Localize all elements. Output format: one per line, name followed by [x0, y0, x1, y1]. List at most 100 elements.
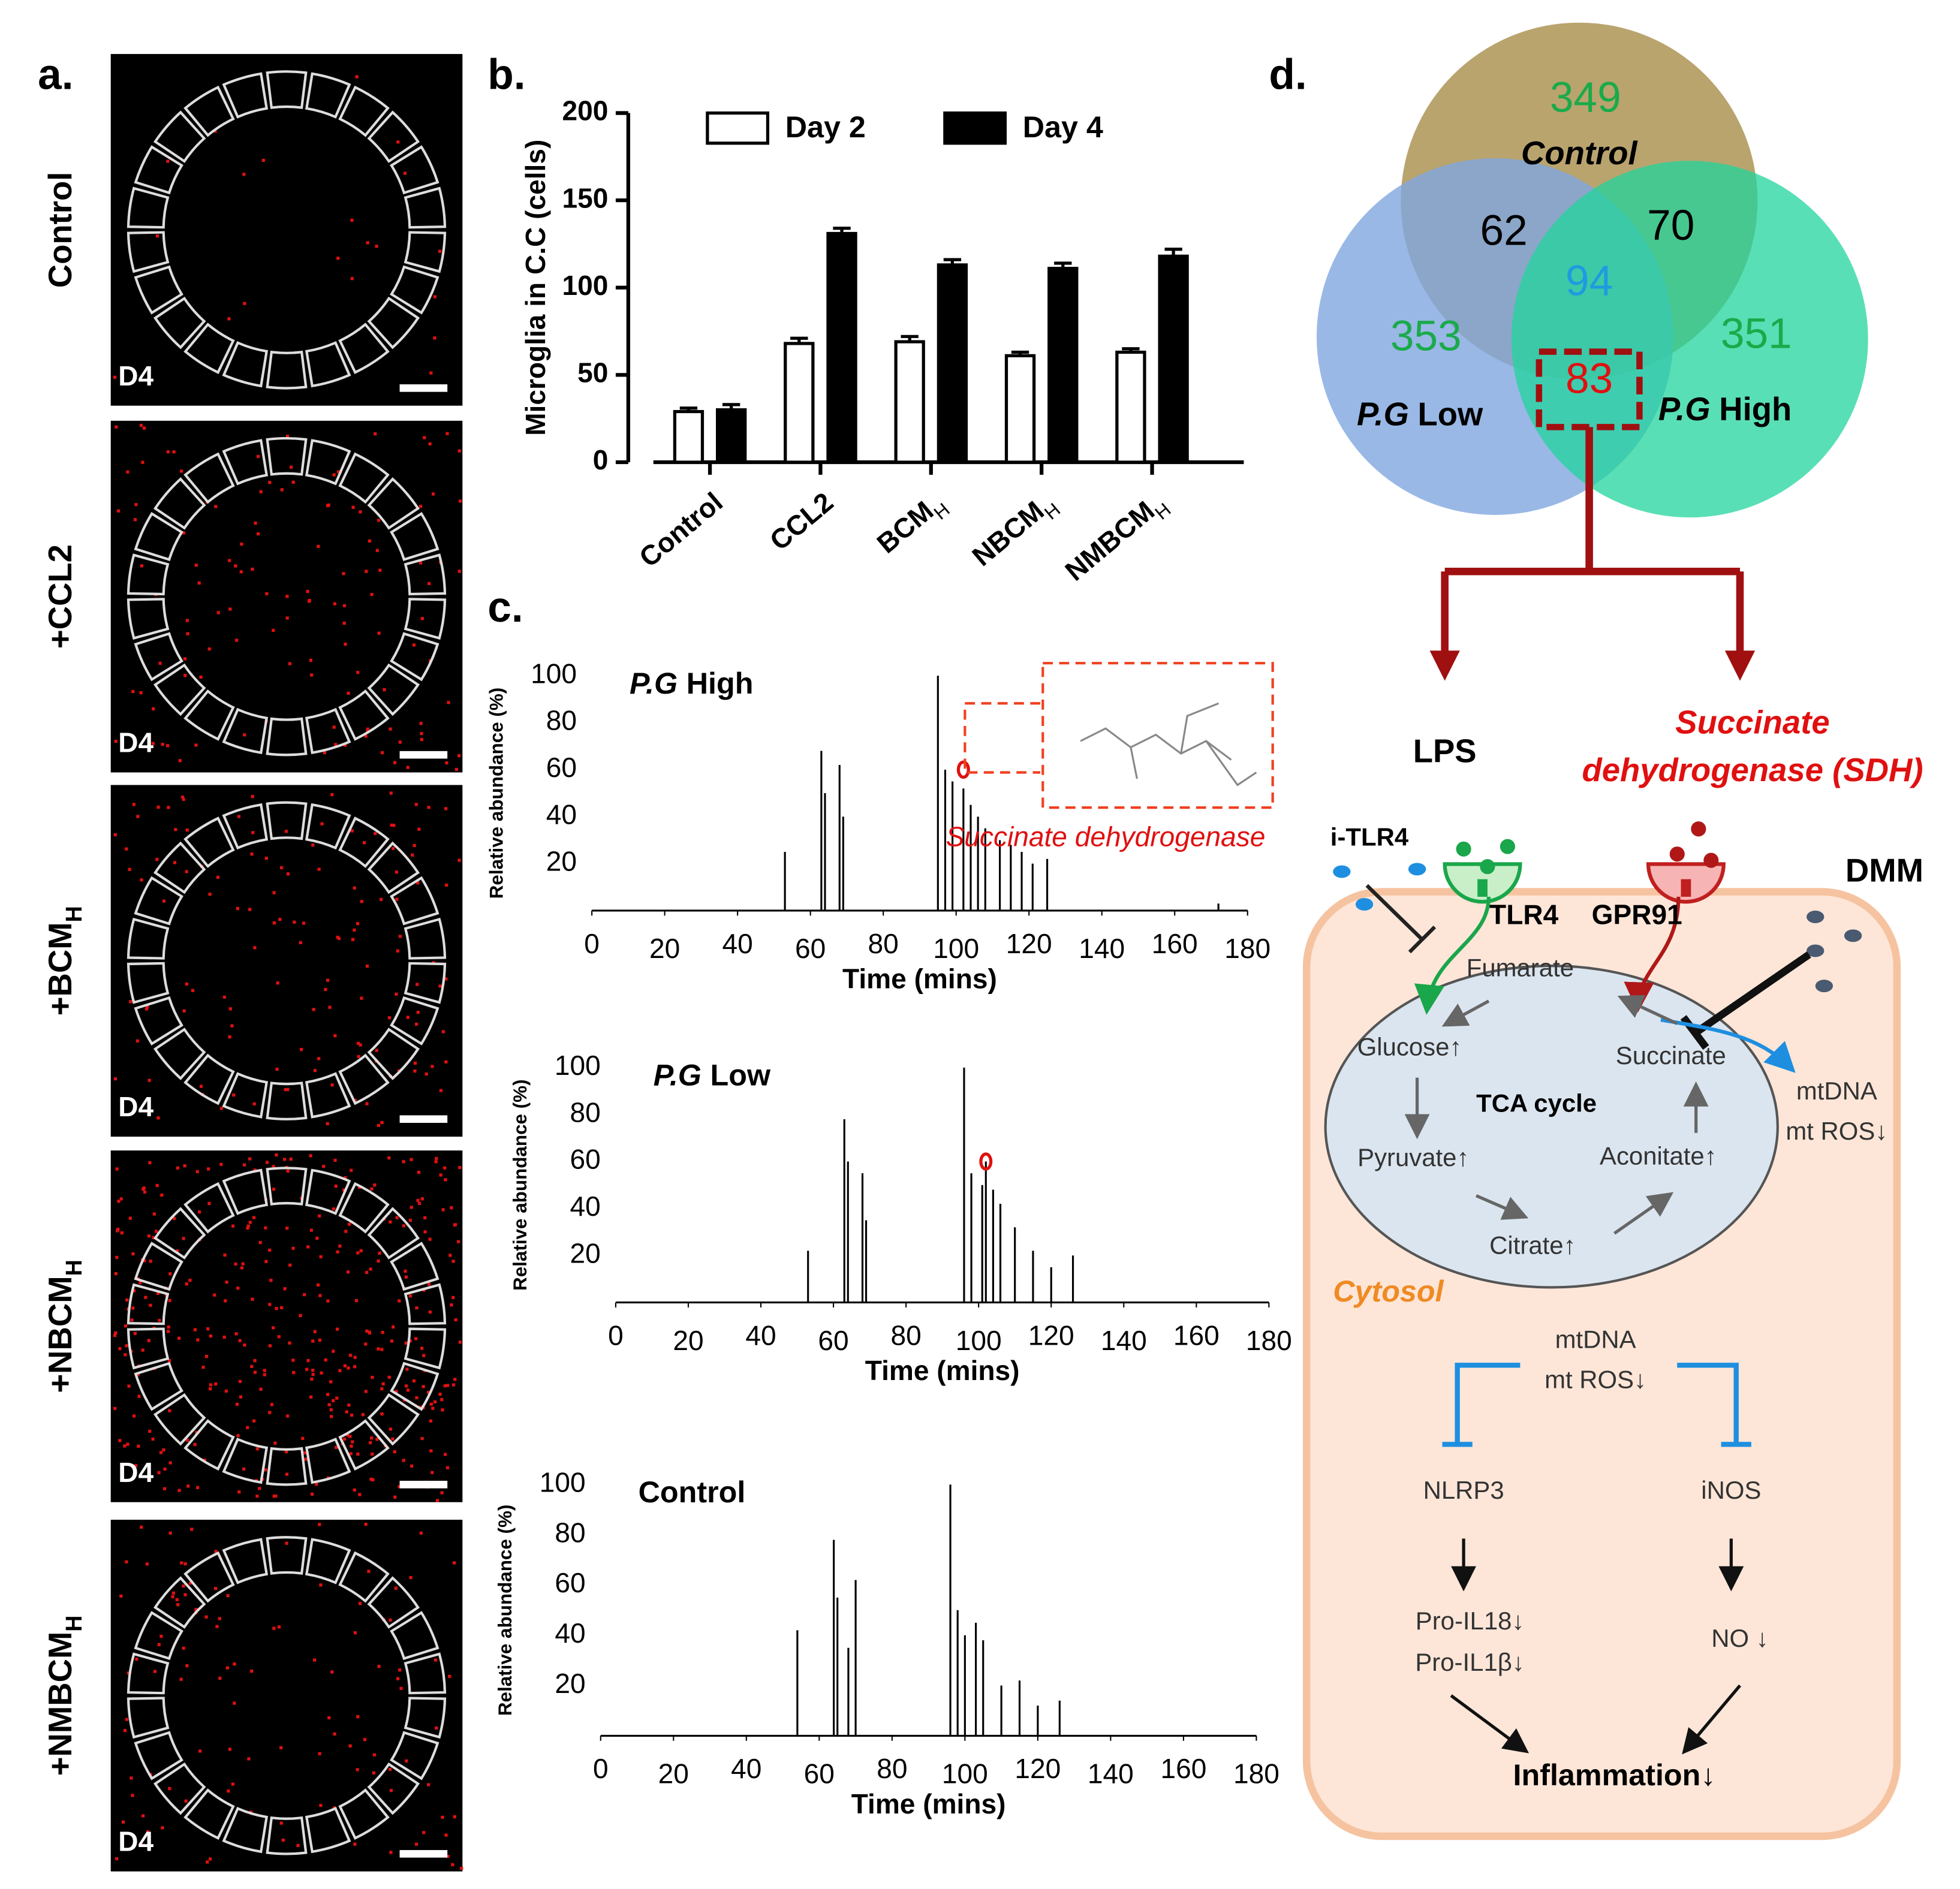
x-tick-label: 180	[1224, 933, 1270, 964]
label: Citrate↑	[1489, 1231, 1576, 1259]
peak-marker	[956, 760, 970, 779]
x-tick-label: 80	[890, 1319, 921, 1351]
y-axis-label: Relative abundance (%)	[510, 1079, 531, 1291]
venn-count: 70	[1647, 202, 1694, 249]
bar	[1004, 354, 1036, 464]
tca-arrows	[1404, 995, 1709, 1235]
bar	[937, 263, 968, 464]
x-tick-label: 40	[731, 1753, 761, 1784]
x-axis-label: Time (mins)	[842, 963, 997, 994]
scale-bar	[399, 751, 448, 759]
y-tick-label: 40	[555, 1617, 585, 1649]
x-tick-label: 20	[649, 933, 680, 964]
venn-label: P.G Low	[1357, 396, 1483, 433]
venn-count: 94	[1565, 257, 1613, 305]
y-tick-label: 80	[570, 1096, 601, 1128]
label: LPS	[1413, 733, 1477, 769]
y-tick-label: 20	[546, 846, 577, 877]
arrowhead	[1429, 650, 1756, 681]
x-tick-label: CCL2	[764, 486, 839, 556]
x-tick-label: 140	[1101, 1325, 1147, 1356]
label: mt ROS↓	[1544, 1366, 1646, 1394]
y-tick-label: 100	[562, 270, 608, 301]
y-tick-label: 80	[546, 705, 577, 736]
row-label: +CCL2	[42, 544, 79, 649]
chart-title: Control	[639, 1475, 746, 1509]
y-tick-label: 60	[546, 752, 577, 783]
x-tick-label: 20	[673, 1325, 703, 1356]
ligand	[1703, 852, 1719, 868]
y-tick-label: 50	[577, 357, 608, 388]
x-tick-label: 80	[868, 928, 899, 959]
bar	[673, 409, 704, 464]
x-tick-label: 40	[745, 1319, 776, 1351]
label: TLR4	[1489, 899, 1559, 930]
image-tag: D4	[118, 727, 153, 758]
legend-label: Day 2	[785, 110, 866, 144]
legend-label: Day 4	[1023, 110, 1103, 144]
x-tick-label: 140	[1079, 933, 1125, 964]
y-axis-label: Relative abundance (%)	[486, 688, 507, 899]
image-tag: D4	[118, 360, 153, 391]
micrograph	[110, 1520, 463, 1872]
micrograph	[110, 1150, 463, 1502]
label: Glucose↑	[1357, 1032, 1462, 1061]
x-tick-label: Control	[633, 486, 728, 573]
label: Fumarate	[1467, 953, 1574, 981]
x-tick-label: 120	[1006, 928, 1052, 959]
label: NO ↓	[1711, 1624, 1768, 1652]
receptor	[1477, 879, 1488, 897]
x-axis-label: Time (mins)	[865, 1355, 1020, 1386]
venn-label: P.G High	[1658, 391, 1792, 428]
label: Pyruvate↑	[1357, 1143, 1469, 1171]
micrograph	[110, 54, 463, 406]
venn-count: 351	[1721, 310, 1792, 357]
label: GPR91	[1592, 899, 1682, 930]
x-tick-label: 60	[804, 1758, 835, 1789]
x-tick-label: 20	[658, 1758, 689, 1789]
ligand	[1669, 846, 1685, 862]
label: Succinate	[1675, 704, 1829, 740]
x-tick-label: 160	[1152, 928, 1198, 959]
x-tick-label: BCMH	[871, 486, 954, 564]
label: Succinate	[1616, 1041, 1726, 1069]
x-tick-label: 60	[795, 933, 826, 964]
y-tick-label: 0	[593, 444, 609, 475]
panel-label: b.	[487, 52, 525, 99]
scale-bar	[399, 1115, 448, 1123]
x-tick-label: NBCMH	[966, 486, 1064, 577]
x-axis-label: Time (mins)	[851, 1788, 1006, 1819]
row-label: +NBCMH	[42, 1260, 86, 1393]
arrow	[1624, 896, 1681, 1013]
y-tick-label: 100	[555, 1050, 601, 1081]
annotation: Succinate dehydrogenase	[946, 821, 1266, 852]
y-axis-label: Relative abundance (%)	[495, 1505, 516, 1716]
y-tick-label: 40	[546, 799, 577, 830]
arrow	[1660, 1018, 1796, 1073]
scale-bar	[399, 1850, 448, 1858]
chart-title: P.G Low	[654, 1058, 771, 1092]
bar	[1158, 254, 1189, 464]
panel-b: 0 50 100 150 200 Microglia in C.C (cells) Cont…	[520, 95, 1244, 592]
x-tick-label: 60	[818, 1325, 848, 1356]
x-tick-label: NMBCMH	[1059, 486, 1175, 592]
micrograph	[110, 785, 463, 1137]
legend-swatch	[706, 111, 770, 145]
y-tick-label: 60	[555, 1567, 585, 1598]
chromatogram: 20 40 60 80 100 0 20 40 60 80 100 120 140 160 180 Relat…	[486, 658, 1274, 994]
y-tick-label: 200	[562, 95, 608, 126]
label: i-TLR4	[1330, 823, 1409, 851]
scale-bar	[399, 1481, 448, 1489]
label: mtDNA	[1555, 1325, 1636, 1354]
row-label: Control	[42, 172, 79, 288]
panel-label: a.	[38, 52, 73, 99]
y-tick-label: 100	[540, 1467, 586, 1498]
label: mtDNA	[1796, 1077, 1877, 1105]
label: dehydrogenase (SDH)	[1582, 752, 1923, 788]
row-label: +BCMH	[42, 906, 86, 1016]
panel-a: D4 Control D4 +CCL2 D4 +BCMH D4 +NBCMH D4 +NMBCMH	[42, 54, 463, 1872]
image-tag: D4	[118, 1457, 153, 1488]
row-label: +NMBCMH	[42, 1615, 86, 1776]
inhibition	[1680, 951, 1811, 1050]
panel-label: d.	[1269, 52, 1306, 99]
